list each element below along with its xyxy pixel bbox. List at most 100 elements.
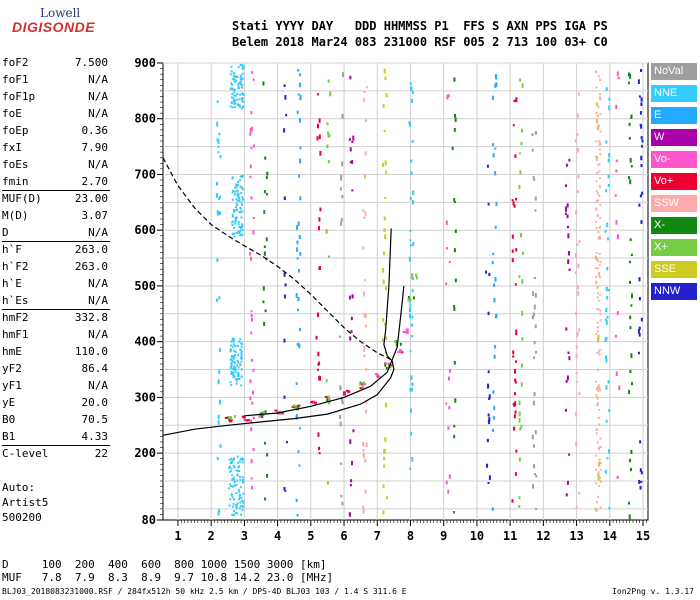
echo-point — [534, 430, 537, 435]
y-tick-label: 900 — [134, 56, 156, 70]
echo-point — [595, 112, 598, 115]
echo-point — [233, 360, 236, 363]
echo-point — [250, 310, 253, 313]
echo-point — [241, 224, 244, 227]
echo-point — [319, 207, 322, 212]
echo-point — [640, 471, 643, 475]
echo-point — [233, 88, 236, 91]
echo-point — [533, 304, 536, 310]
echo-point — [264, 410, 267, 414]
echo-point — [240, 384, 243, 387]
param-row: foEs N/A — [2, 158, 108, 172]
echo-point — [515, 329, 518, 333]
echo-point — [596, 473, 599, 476]
param-value: 2.70 — [81, 175, 109, 188]
echo-point — [250, 331, 253, 335]
echo-point — [299, 252, 302, 256]
echo-point — [298, 73, 301, 77]
echo-point — [577, 263, 580, 269]
separator — [2, 309, 110, 310]
echo-point — [362, 449, 365, 452]
echo-point — [266, 473, 269, 478]
echo-point — [218, 132, 221, 136]
echo-point — [598, 226, 601, 229]
echo-point — [234, 218, 237, 221]
echo-point — [233, 100, 236, 103]
echo-point — [349, 483, 352, 487]
echo-point — [232, 340, 235, 343]
echo-point — [231, 191, 234, 194]
echo-point — [628, 136, 631, 140]
echo-point — [453, 360, 456, 365]
echo-point — [215, 193, 218, 198]
echo-point — [241, 476, 244, 479]
echo-point — [362, 441, 365, 447]
echo-point — [235, 469, 238, 472]
echo-point — [606, 457, 609, 460]
echo-point — [533, 392, 536, 397]
echo-point — [628, 390, 631, 395]
echo-point — [566, 214, 569, 219]
echo-point — [234, 190, 237, 193]
legend-item: Vo+ — [651, 173, 697, 190]
echo-point — [339, 187, 342, 191]
echo-point — [364, 119, 367, 123]
echo-point — [532, 176, 535, 179]
param-row: h`F2 263.0 — [2, 260, 108, 274]
echo-point — [364, 459, 367, 463]
echo-point — [241, 105, 244, 108]
legend-item: SSE — [651, 261, 697, 278]
echo-point — [252, 416, 255, 420]
echo-point — [295, 293, 298, 298]
param-row: B1 4.33 — [2, 430, 108, 444]
echo-point — [241, 72, 244, 75]
echo-point — [242, 188, 245, 191]
echo-point — [233, 102, 236, 105]
echo-point — [575, 380, 578, 384]
echo-point — [329, 91, 332, 97]
echo-point — [629, 315, 632, 320]
y-tick-label: 500 — [134, 279, 156, 293]
echo-point — [231, 355, 234, 358]
echo-point — [575, 311, 578, 316]
echo-point — [240, 192, 243, 195]
echo-point — [604, 355, 607, 360]
echo-point — [487, 413, 490, 417]
virtual-height-curve — [244, 285, 405, 417]
echo-point — [598, 272, 601, 275]
echo-point — [596, 396, 599, 400]
echo-point — [629, 179, 632, 185]
echo-point — [598, 93, 601, 96]
echo-point — [229, 73, 232, 76]
echo-point — [595, 190, 598, 193]
echo-point — [240, 350, 243, 353]
echo-point — [237, 230, 240, 233]
x-tick-label: 13 — [569, 529, 583, 543]
echo-point — [519, 427, 522, 431]
echo-point — [363, 346, 366, 350]
echo-point — [241, 228, 244, 231]
echo-point — [240, 107, 243, 110]
echo-point — [575, 371, 578, 375]
echo-point — [520, 141, 523, 146]
echo-point — [607, 288, 610, 292]
echo-point — [409, 244, 412, 247]
echo-point — [241, 461, 244, 464]
echo-point — [382, 104, 385, 108]
echo-point — [251, 71, 254, 74]
echo-point — [249, 252, 252, 256]
echo-point — [316, 136, 319, 139]
echo-point — [641, 191, 644, 195]
echo-point — [298, 234, 301, 240]
echo-point — [512, 350, 515, 355]
echo-point — [363, 279, 366, 282]
echo-point — [565, 379, 568, 383]
echo-point — [296, 240, 299, 245]
param-value: 263.0 — [74, 243, 108, 256]
echo-point — [233, 226, 236, 229]
echo-point — [236, 189, 239, 192]
param-value: 332.8 — [74, 311, 108, 324]
echo-point — [598, 144, 601, 147]
echo-point — [597, 495, 600, 498]
echo-point — [327, 79, 330, 83]
